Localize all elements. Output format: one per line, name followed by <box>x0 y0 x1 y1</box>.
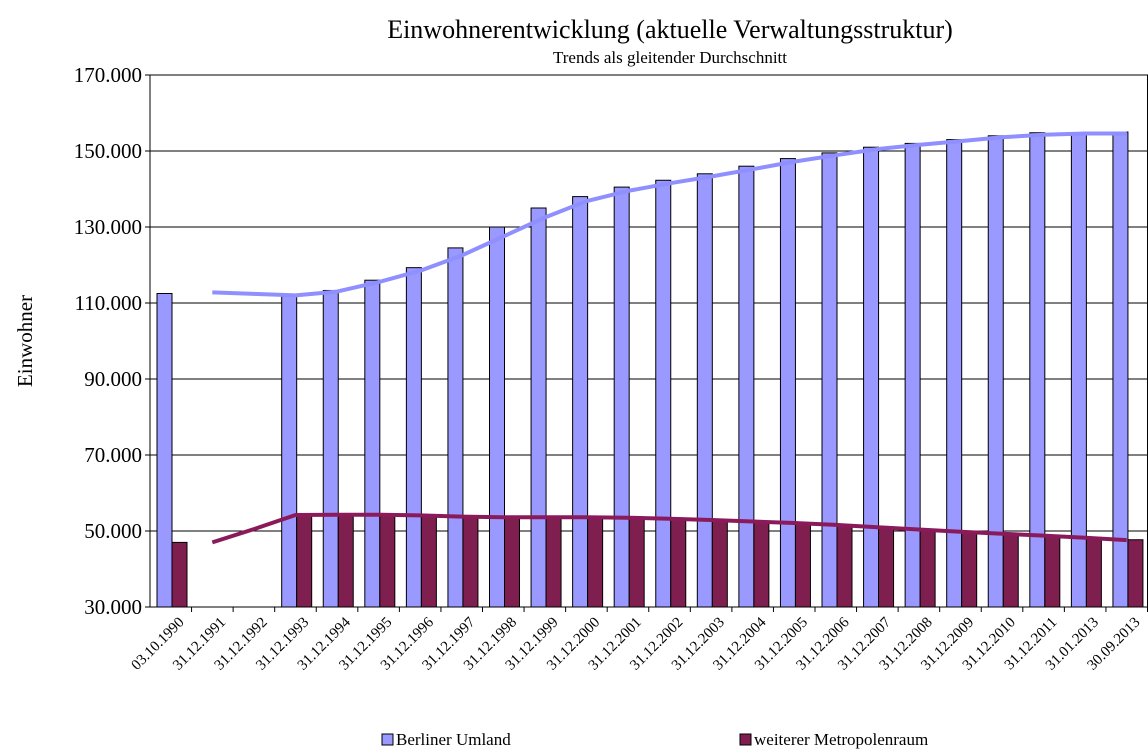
bar <box>794 522 811 608</box>
bar <box>530 207 547 608</box>
bar <box>462 516 479 608</box>
bar <box>420 515 437 608</box>
legend-swatch <box>381 733 394 746</box>
bar <box>337 514 354 608</box>
chart-title: Einwohnerentwicklung (aktuelle Verwaltun… <box>387 15 953 44</box>
bar <box>738 165 755 608</box>
y-tick-label: 110.000 <box>75 291 142 315</box>
bar <box>878 526 895 608</box>
bar <box>1085 536 1102 608</box>
bar <box>753 520 770 608</box>
bar <box>447 247 464 608</box>
y-tick-label: 30.000 <box>84 595 142 619</box>
bar <box>1112 131 1129 608</box>
bar <box>904 142 921 608</box>
legend-swatch <box>739 733 752 746</box>
bar <box>281 295 298 608</box>
bar <box>405 267 422 608</box>
y-tick-label: 170.000 <box>74 63 142 87</box>
bar <box>836 524 853 608</box>
bar <box>1044 534 1061 608</box>
bar <box>711 519 728 608</box>
bar <box>572 196 589 608</box>
bar <box>696 173 713 608</box>
bar <box>946 139 963 608</box>
bar <box>863 146 880 608</box>
bar <box>545 517 562 608</box>
y-tick-label: 90.000 <box>84 367 142 391</box>
bar <box>628 517 645 608</box>
bar <box>919 528 936 608</box>
bar <box>670 518 687 608</box>
bar <box>821 152 838 608</box>
chart-subtitle: Trends als gleitender Durchschnitt <box>553 48 787 67</box>
y-tick-label: 50.000 <box>84 519 142 543</box>
bar <box>1002 532 1019 608</box>
bar <box>322 289 339 608</box>
legend-label: weiterer Metropolenraum <box>754 730 928 749</box>
bar <box>364 279 381 608</box>
bar <box>504 517 520 608</box>
y-tick-label: 70.000 <box>84 443 142 467</box>
bar <box>171 541 188 608</box>
y-axis-label: Einwohner <box>13 295 37 387</box>
trend-line <box>211 512 1127 545</box>
bar <box>613 186 630 608</box>
bar <box>296 514 313 608</box>
bar <box>379 514 396 608</box>
trend-line <box>212 131 1127 298</box>
bar <box>489 226 505 608</box>
bar <box>1127 539 1144 608</box>
y-tick-label: 130.000 <box>74 215 142 239</box>
legend-label: Berliner Umland <box>396 730 511 749</box>
bar <box>961 530 978 608</box>
bar <box>655 179 672 608</box>
bar <box>587 516 604 608</box>
y-tick-label: 150.000 <box>74 139 142 163</box>
bar <box>987 135 1004 608</box>
bar <box>156 293 173 608</box>
bar <box>779 158 796 608</box>
